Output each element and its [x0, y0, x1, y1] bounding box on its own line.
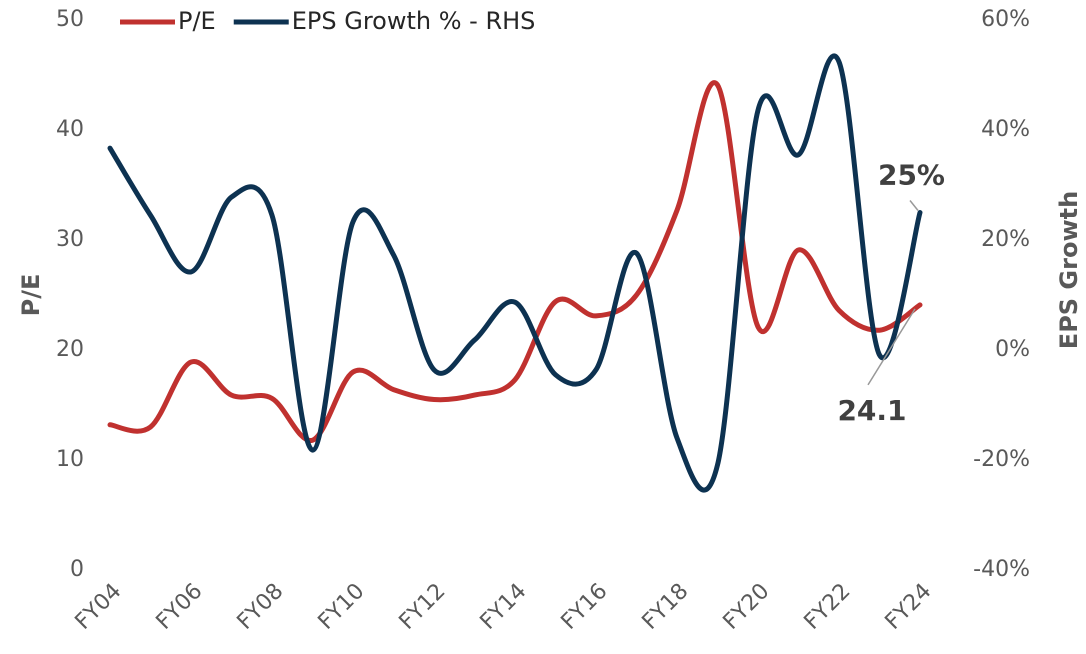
y2-tick-label: -40% [973, 557, 1030, 582]
leader-line [909, 200, 919, 211]
legend-label: P/E [178, 7, 216, 35]
y2-tick-label: 0% [995, 337, 1030, 362]
line-series [107, 80, 923, 443]
y-tick-label: 40 [56, 117, 84, 142]
x-tick-label: FY20 [719, 579, 775, 635]
x-tick-label: FY18 [638, 579, 694, 635]
x-tick-label: FY24 [881, 579, 937, 635]
x-tick-label: FY12 [395, 579, 451, 635]
y-tick-label: 10 [56, 447, 84, 472]
y-tick-label: 50 [56, 7, 84, 32]
x-tick-label: FY08 [233, 579, 289, 635]
leader-line [867, 308, 916, 386]
x-tick-label: FY22 [800, 579, 856, 635]
y2-tick-label: 20% [981, 227, 1030, 252]
y-tick-label: 20 [56, 337, 84, 362]
x-tick-label: FY04 [71, 579, 127, 635]
x-tick-label: FY06 [152, 579, 208, 635]
y2-tick-label: -20% [973, 447, 1030, 472]
x-tick-label: FY10 [314, 579, 370, 635]
y-axis-title: P/E [17, 274, 45, 317]
data-label: 24.1 [837, 394, 906, 427]
y2-tick-label: 40% [981, 117, 1030, 142]
legend-label: EPS Growth % - RHS [292, 7, 536, 35]
y-tick-label: 30 [56, 227, 84, 252]
x-tick-label: FY14 [476, 579, 532, 635]
y-tick-label: 0 [70, 557, 84, 582]
line-series [107, 53, 923, 493]
x-tick-label: FY16 [557, 579, 613, 635]
y2-tick-label: 60% [981, 7, 1030, 32]
y2-axis-title: EPS Growth [1055, 191, 1083, 349]
data-label: 25% [878, 159, 945, 192]
